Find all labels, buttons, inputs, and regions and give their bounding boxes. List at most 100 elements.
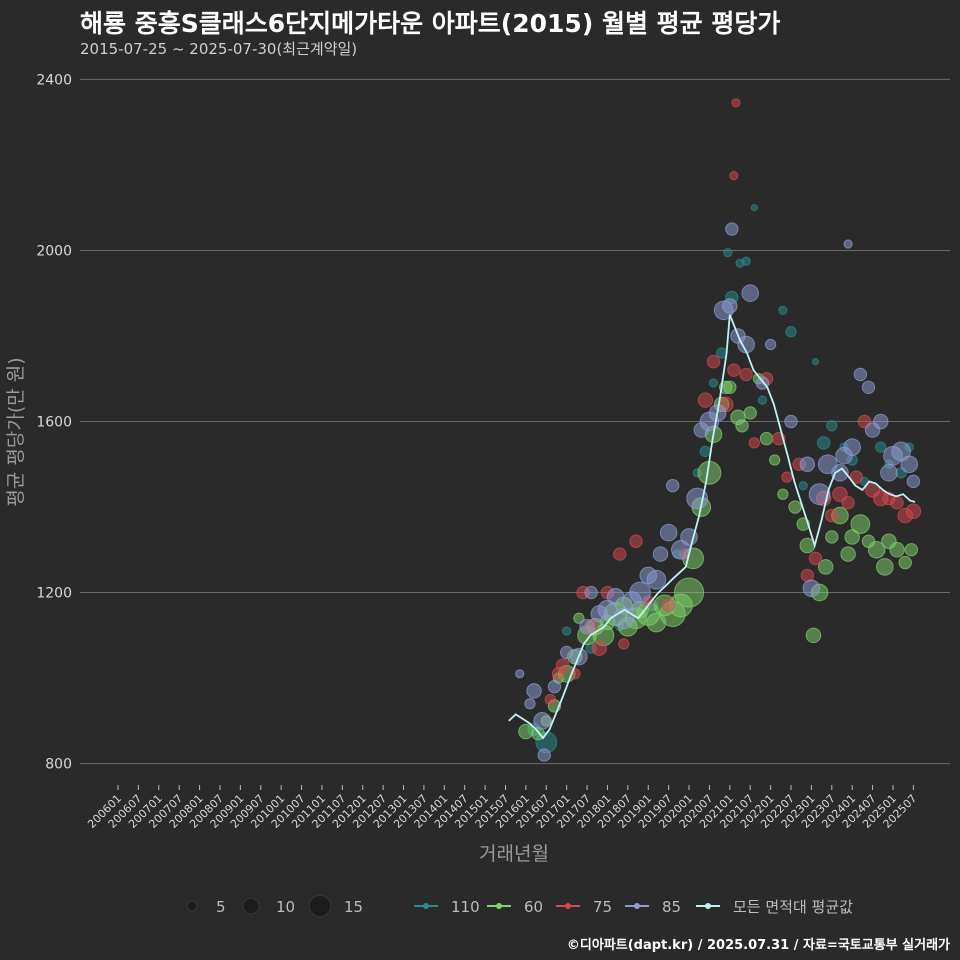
scatter-point-85	[799, 456, 816, 473]
series-legend-label: 모든 면적대 평균값	[733, 898, 853, 916]
scatter-point-60	[673, 577, 705, 608]
scatter-point-75	[612, 547, 627, 561]
scatter-point-110	[757, 395, 768, 405]
scatter-point-85	[853, 367, 868, 382]
scatter-points	[515, 98, 922, 762]
scatter-point-85	[533, 712, 551, 730]
series-legend-dot	[496, 903, 502, 909]
scatter-point-60	[735, 419, 749, 433]
y-tick-label: 1200	[36, 586, 72, 602]
scatter-point-85	[843, 239, 853, 249]
x-axis-label: 거래년월	[479, 843, 549, 865]
scatter-point-110	[785, 326, 797, 338]
scatter-point-60	[867, 540, 886, 559]
scatter-point-75	[555, 658, 570, 672]
size-legend-circle	[242, 897, 260, 915]
average-line	[508, 314, 916, 740]
scatter-point-75	[729, 171, 739, 181]
scatter-point-85	[547, 679, 562, 694]
scatter-point-85	[629, 581, 651, 604]
scatter-point-110	[562, 626, 572, 636]
scatter-point-60	[817, 559, 834, 575]
scatter-point-110	[699, 445, 711, 458]
series-legend-dot	[705, 903, 711, 909]
series-legend-dot	[634, 903, 640, 909]
scatter-point-110	[708, 378, 719, 388]
scatter-point-85	[741, 284, 760, 303]
scatter-point-85	[906, 474, 921, 489]
scatter-point-110	[816, 436, 831, 450]
scatter-point-85	[802, 579, 821, 598]
scatter-point-60	[573, 612, 585, 624]
scatter-point-85	[606, 588, 625, 606]
scatter-point-75	[825, 508, 839, 523]
scatter-point-110	[798, 481, 808, 491]
scatter-point-85	[891, 441, 911, 462]
scatter-point-75	[697, 392, 714, 408]
scatter-point-75	[591, 640, 608, 656]
scatter-point-85	[872, 413, 889, 430]
scatter-point-75	[781, 471, 793, 483]
size-legend-circle	[186, 900, 198, 912]
scatter-point-110	[723, 247, 733, 258]
series-legend-label: 60	[524, 898, 543, 916]
scatter-point-60	[788, 500, 802, 514]
scatter-point-85	[659, 523, 678, 542]
scatter-point-110	[778, 305, 788, 315]
scatter-point-85	[579, 619, 595, 635]
average-line-layer	[508, 314, 916, 740]
series-legend-label: 85	[662, 898, 681, 916]
scatter-point-110	[826, 420, 838, 432]
chart-title: 해룡 중흥S클래스6단지메가타운 아파트(2015) 월별 평균 평당가	[80, 9, 781, 38]
y-tick-label: 1600	[36, 415, 72, 431]
series-legend-label: 75	[593, 898, 612, 916]
scatter-point-75	[629, 534, 643, 548]
scatter-point-85	[597, 599, 618, 620]
scatter-point-60	[840, 546, 856, 562]
scatter-point-75	[731, 98, 741, 108]
scatter-point-85	[764, 338, 777, 351]
scatter-point-60	[777, 488, 789, 500]
scatter-point-85	[537, 748, 551, 762]
scatter-point-85	[646, 569, 667, 590]
scatter-point-85	[524, 698, 536, 710]
series-legend-dot	[565, 903, 571, 909]
scatter-point-85	[843, 438, 861, 456]
scatter-point-85	[722, 298, 738, 314]
scatter-point-60	[769, 454, 781, 466]
scatter-point-60	[723, 380, 737, 394]
scatter-point-60	[898, 555, 912, 570]
scatter-point-75	[748, 437, 760, 449]
series-legend-label: 110	[451, 898, 480, 916]
scatter-point-110	[875, 441, 887, 453]
scatter-point-110	[741, 256, 751, 266]
scatter-point-75	[661, 598, 676, 613]
scatter-point-85	[880, 464, 898, 482]
size-legend-label: 5	[216, 898, 226, 916]
y-axis-label: 평균 평당가(만 원)	[5, 357, 27, 506]
scatter-point-60	[518, 723, 534, 740]
legend: 5 10 15 110 60 75 85 모든 면적대 평균값	[186, 894, 853, 918]
scatter-point-60	[904, 543, 919, 557]
scatter-point-60	[825, 530, 839, 544]
scatter-point-60	[759, 431, 774, 446]
scatter-point-75	[727, 363, 741, 377]
y-tick-label: 2000	[36, 243, 72, 259]
scatter-point-85	[515, 669, 525, 679]
scatter-point-75	[849, 470, 863, 484]
y-tick-labels: 800 1200 1600 2000 2400	[36, 72, 72, 772]
scatter-point-85	[861, 380, 876, 394]
scatter-point-110	[750, 204, 758, 212]
scatter-point-85	[725, 222, 739, 236]
scatter-point-60	[743, 406, 757, 420]
scatter-point-75	[905, 503, 922, 520]
scatter-point-60	[850, 514, 871, 534]
size-legend-label: 10	[276, 898, 295, 916]
grid-layer	[80, 78, 950, 765]
scatter-point-60	[844, 529, 860, 545]
scatter-point-60	[889, 542, 905, 558]
series-legend-dot	[423, 903, 429, 909]
scatter-point-85	[526, 683, 542, 699]
scatter-point-60	[876, 558, 894, 576]
